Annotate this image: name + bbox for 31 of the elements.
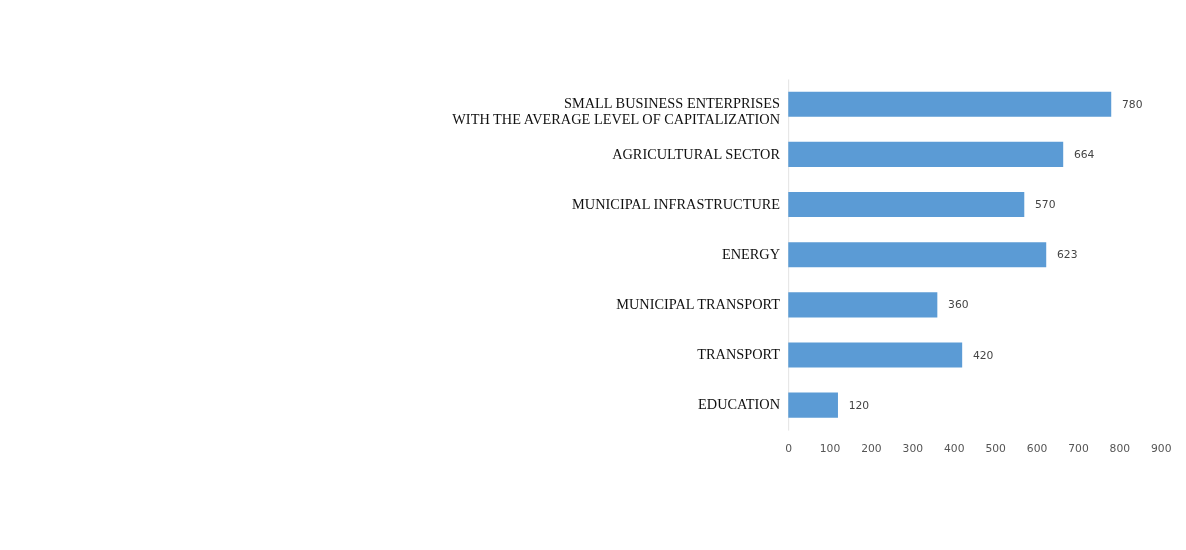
- x-tick-label: 0: [785, 442, 793, 456]
- bar: [788, 392, 838, 418]
- bar: [788, 242, 1047, 268]
- y-tick-label: AGRICULTURAL SECTOR: [612, 145, 781, 162]
- bar: [788, 342, 963, 368]
- x-tick-label: 600: [1026, 442, 1048, 456]
- data-label: 623: [1056, 248, 1078, 262]
- y-tick-label: MUNICIPAL TRANSPORT: [616, 296, 781, 313]
- bar: [788, 292, 938, 318]
- x-tick-label: 500: [985, 442, 1007, 456]
- data-label: 664: [1073, 147, 1095, 161]
- data-label: 360: [948, 298, 969, 312]
- x-tick-label: 900: [1151, 442, 1172, 456]
- y-tick-label: ENERGY: [721, 245, 781, 262]
- y-tick-label: SMALL BUSINESS ENTERPRISES WITH THE AVERAGE LEVEL OF CAPITALIZATION: [452, 95, 781, 128]
- data-label: 780: [1121, 97, 1143, 111]
- x-tick-label: 300: [902, 442, 924, 456]
- data-label: 120: [848, 398, 870, 412]
- bar: [788, 191, 1025, 218]
- data-label: 570: [1035, 198, 1056, 212]
- x-tick-label: 100: [819, 442, 841, 456]
- bar: [788, 141, 1064, 167]
- x-tick-label: 200: [861, 442, 882, 456]
- x-tick-label: 700: [1068, 442, 1089, 456]
- x-tick-label: 800: [1109, 442, 1131, 456]
- x-tick-label: 400: [944, 442, 965, 456]
- bar: [788, 91, 1112, 117]
- data-label: 420: [972, 348, 994, 362]
- y-tick-label: MUNICIPAL INFRASTRUCTURE: [572, 195, 781, 212]
- y-tick-label: EDUCATION: [698, 396, 781, 413]
- y-tick-label: TRANSPORT: [697, 346, 781, 363]
